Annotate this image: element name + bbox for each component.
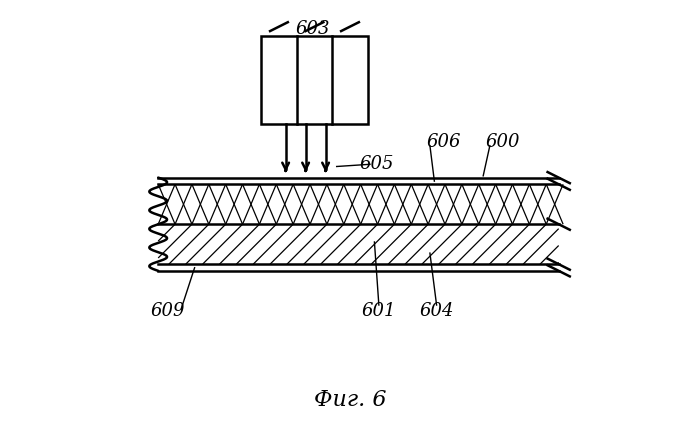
Bar [158,224,559,264]
Bar [261,36,368,124]
Text: 601: 601 [362,302,396,320]
Text: 600: 600 [486,133,520,151]
Text: Фиг. 6: Фиг. 6 [314,388,386,411]
Bar [158,184,559,224]
Text: 605: 605 [359,155,394,173]
Text: 609: 609 [150,302,186,320]
Text: 604: 604 [419,302,454,320]
Text: 606: 606 [426,133,461,151]
Text: 603: 603 [295,20,330,38]
